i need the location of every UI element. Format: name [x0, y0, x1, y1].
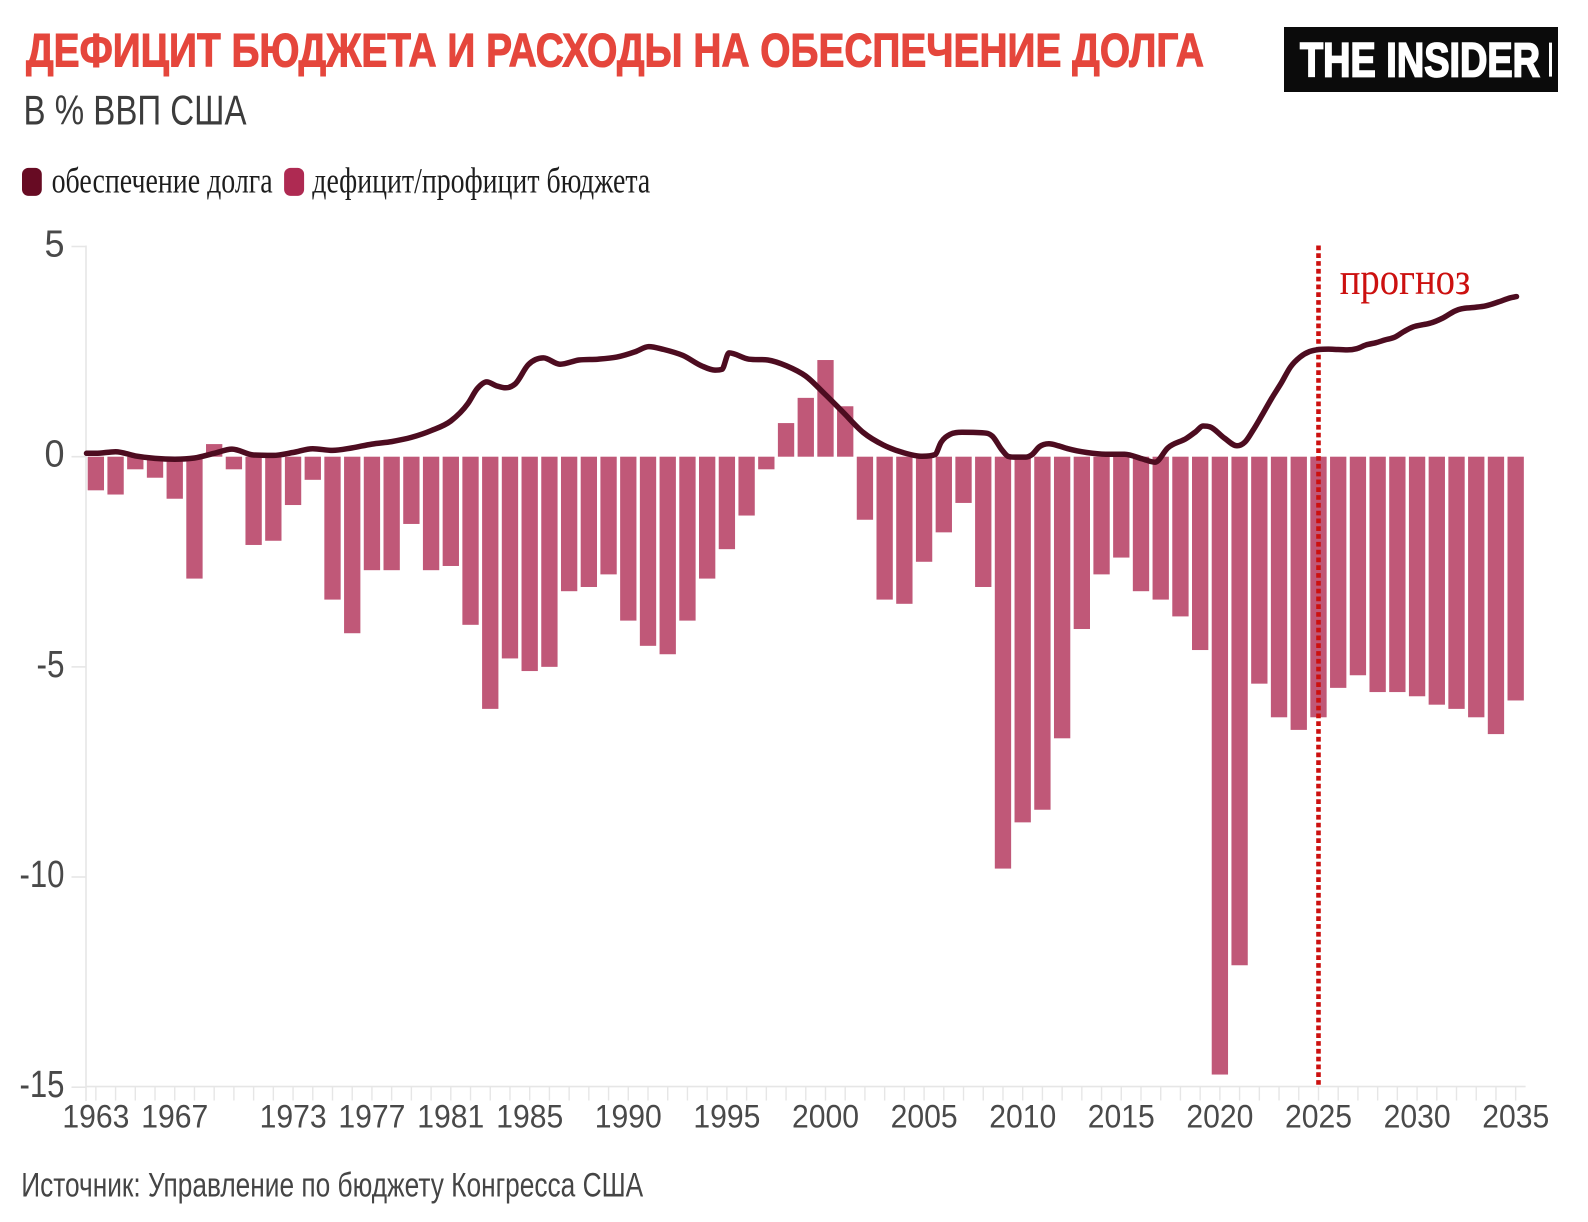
svg-text:-10: -10 [20, 854, 65, 896]
svg-text:2020: 2020 [1186, 1098, 1253, 1134]
svg-text:В % ВВП США: В % ВВП США [24, 87, 247, 134]
svg-text:-5: -5 [37, 644, 65, 686]
svg-text:2035: 2035 [1482, 1098, 1549, 1134]
svg-text:1985: 1985 [496, 1098, 563, 1134]
svg-text:1963: 1963 [62, 1098, 129, 1134]
svg-text:THE INSIDER: THE INSIDER [1300, 35, 1540, 88]
svg-text:0: 0 [45, 434, 65, 476]
svg-text:Источник: Управление по бюджет: Источник: Управление по бюджету Конгресс… [21, 1166, 643, 1204]
svg-text:2015: 2015 [1088, 1098, 1155, 1134]
svg-text:1967: 1967 [141, 1098, 208, 1134]
svg-text:1981: 1981 [417, 1098, 484, 1134]
svg-text:2010: 2010 [989, 1098, 1056, 1134]
svg-text:дефицит/профицит бюджета: дефицит/профицит бюджета [312, 161, 650, 201]
svg-text:ДЕФИЦИТ БЮДЖЕТА И РАСХОДЫ НА О: ДЕФИЦИТ БЮДЖЕТА И РАСХОДЫ НА ОБЕСПЕЧЕНИЕ… [26, 25, 1204, 78]
svg-text:прогноз: прогноз [1340, 254, 1471, 304]
svg-text:-15: -15 [20, 1064, 65, 1106]
svg-text:2030: 2030 [1384, 1098, 1451, 1134]
svg-text:2025: 2025 [1285, 1098, 1352, 1134]
svg-text:2000: 2000 [792, 1098, 859, 1134]
svg-text:1977: 1977 [338, 1098, 405, 1134]
svg-text:обеспечение долга: обеспечение долга [52, 161, 273, 201]
svg-text:5: 5 [45, 224, 65, 266]
svg-text:2005: 2005 [891, 1098, 958, 1134]
svg-text:1995: 1995 [693, 1098, 760, 1134]
svg-text:1973: 1973 [260, 1098, 327, 1134]
svg-text:1990: 1990 [595, 1098, 662, 1134]
